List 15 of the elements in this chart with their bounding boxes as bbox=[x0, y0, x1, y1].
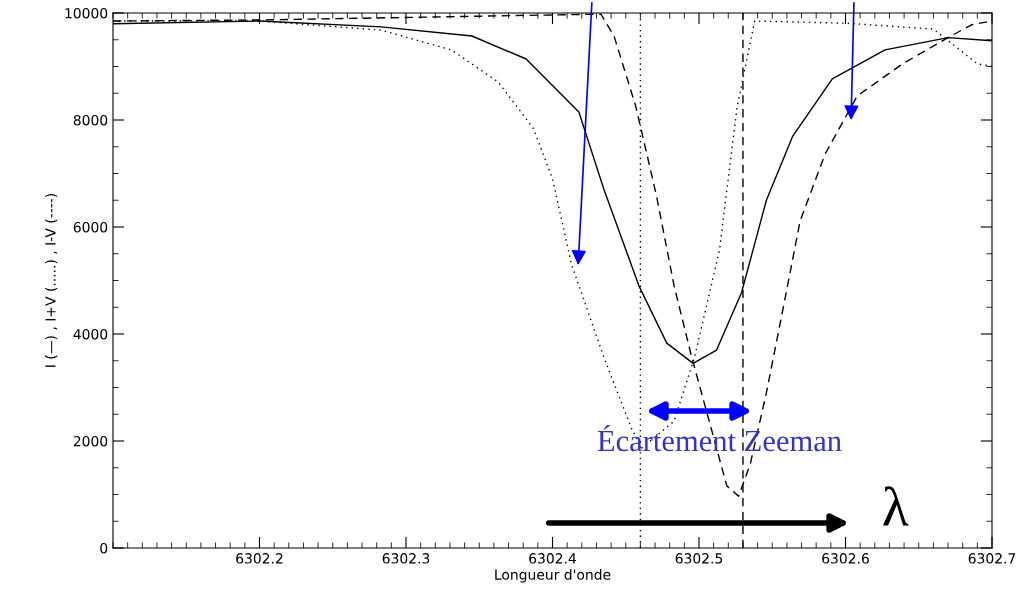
y-tick-label: 2000 bbox=[73, 435, 108, 447]
x-tick-label: 6302.7 bbox=[968, 553, 1016, 564]
x-tick-label: 6302.2 bbox=[236, 553, 283, 564]
x-tick-label: 6302.6 bbox=[822, 553, 869, 564]
y-tick-label: 4000 bbox=[73, 328, 108, 340]
y-tick-label: 0 bbox=[100, 542, 108, 554]
x-tick-label: 6302.3 bbox=[382, 553, 430, 564]
y-tick-label: 6000 bbox=[73, 221, 108, 233]
y-axis-title: I (—) , I+V (.....) , I-V (----) bbox=[44, 194, 58, 367]
annotation: λ bbox=[883, 486, 909, 526]
x-axis-title: Longueur d'onde bbox=[495, 569, 611, 583]
x-tick-label: 6302.4 bbox=[529, 553, 577, 564]
x-tick-label: 6302.5 bbox=[675, 553, 723, 564]
y-tick-label: 8000 bbox=[73, 114, 108, 126]
y-tick-label: 10000 bbox=[65, 7, 108, 19]
